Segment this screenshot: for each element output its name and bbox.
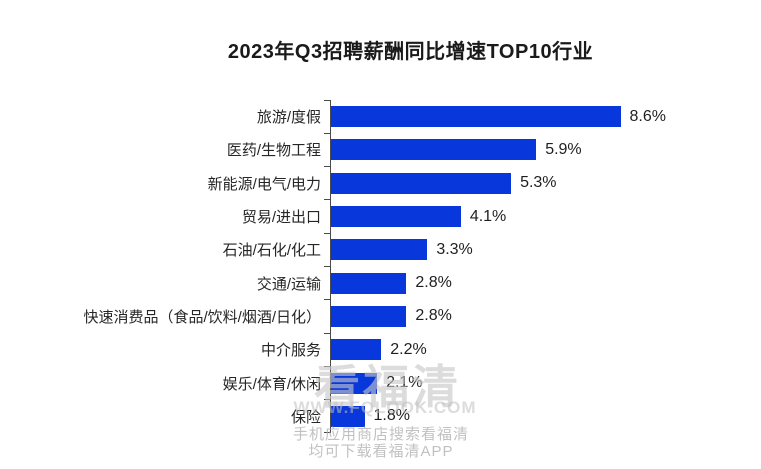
- bar-row: 娱乐/体育/休闲 2.1%: [0, 365, 666, 400]
- value-label: 2.1%: [386, 374, 423, 392]
- category-label: 石油/石化/化工: [222, 242, 321, 260]
- value-label: 2.2%: [390, 340, 427, 358]
- value-label: 5.9%: [545, 140, 582, 158]
- category-label: 交通/运输: [256, 275, 321, 293]
- category-label: 娱乐/体育/休闲: [222, 375, 321, 393]
- bar: [331, 339, 382, 361]
- bar-chart: 旅游/度假 8.6% 医药/生物工程 5.9% 新能源/电气/电力 5.3% 贸…: [0, 99, 666, 434]
- bar-row: 旅游/度假 8.6%: [0, 99, 666, 134]
- bar-row: 中介服务 2.2%: [0, 332, 666, 367]
- value-label: 1.8%: [373, 407, 410, 425]
- plot-area: 3.3%: [324, 232, 666, 267]
- value-label: 2.8%: [415, 307, 452, 325]
- category-label: 保险: [290, 408, 321, 426]
- plot-area: 8.6%: [324, 99, 666, 134]
- value-label: 3.3%: [436, 240, 473, 258]
- bar: [331, 372, 378, 394]
- chart-title: 2023年Q3招聘薪酬同比增速TOP10行业: [227, 41, 594, 63]
- value-label: 2.8%: [415, 274, 452, 292]
- plot-area: 5.3%: [324, 166, 666, 200]
- plot-area: 2.8%: [324, 265, 666, 300]
- plot-area: 2.1%: [324, 365, 666, 400]
- bar-row: 交通/运输 2.8%: [0, 265, 666, 300]
- value-label: 8.6%: [629, 107, 666, 125]
- category-label: 新能源/电气/电力: [207, 175, 321, 193]
- bar-row: 石油/石化/化工 3.3%: [0, 232, 666, 267]
- plot-area: 2.2%: [324, 332, 666, 367]
- value-label: 5.3%: [520, 174, 557, 192]
- bar: [331, 206, 461, 228]
- category-label: 医药/生物工程: [226, 142, 321, 160]
- category-label: 快速消费品（食品/饮料/烟酒/日化）: [83, 308, 321, 326]
- category-label: 贸易/进出口: [241, 209, 321, 227]
- bar-row: 新能源/电气/电力 5.3%: [0, 166, 666, 200]
- bar: [331, 139, 537, 161]
- value-label: 4.1%: [469, 207, 507, 225]
- bar: [331, 305, 407, 327]
- plot-area: 1.8%: [324, 399, 666, 434]
- bar: [331, 172, 512, 194]
- bar: [331, 239, 428, 261]
- bar: [331, 106, 621, 128]
- bar: [331, 405, 365, 427]
- category-label: 中介服务: [260, 342, 321, 360]
- plot-area: 4.1%: [324, 199, 666, 234]
- bar-row: 保险 1.8%: [0, 399, 666, 434]
- bar-row: 贸易/进出口 4.1%: [0, 199, 666, 234]
- plot-area: 5.9%: [324, 132, 666, 167]
- category-label: 旅游/度假: [256, 109, 321, 127]
- watermark-line2: 均可下载看福清APP: [308, 443, 454, 460]
- bar-row: 医药/生物工程 5.9%: [0, 132, 666, 167]
- bar: [331, 272, 407, 294]
- bar-row: 快速消费品（食品/饮料/烟酒/日化） 2.8%: [0, 299, 666, 334]
- plot-area: 2.8%: [324, 299, 666, 334]
